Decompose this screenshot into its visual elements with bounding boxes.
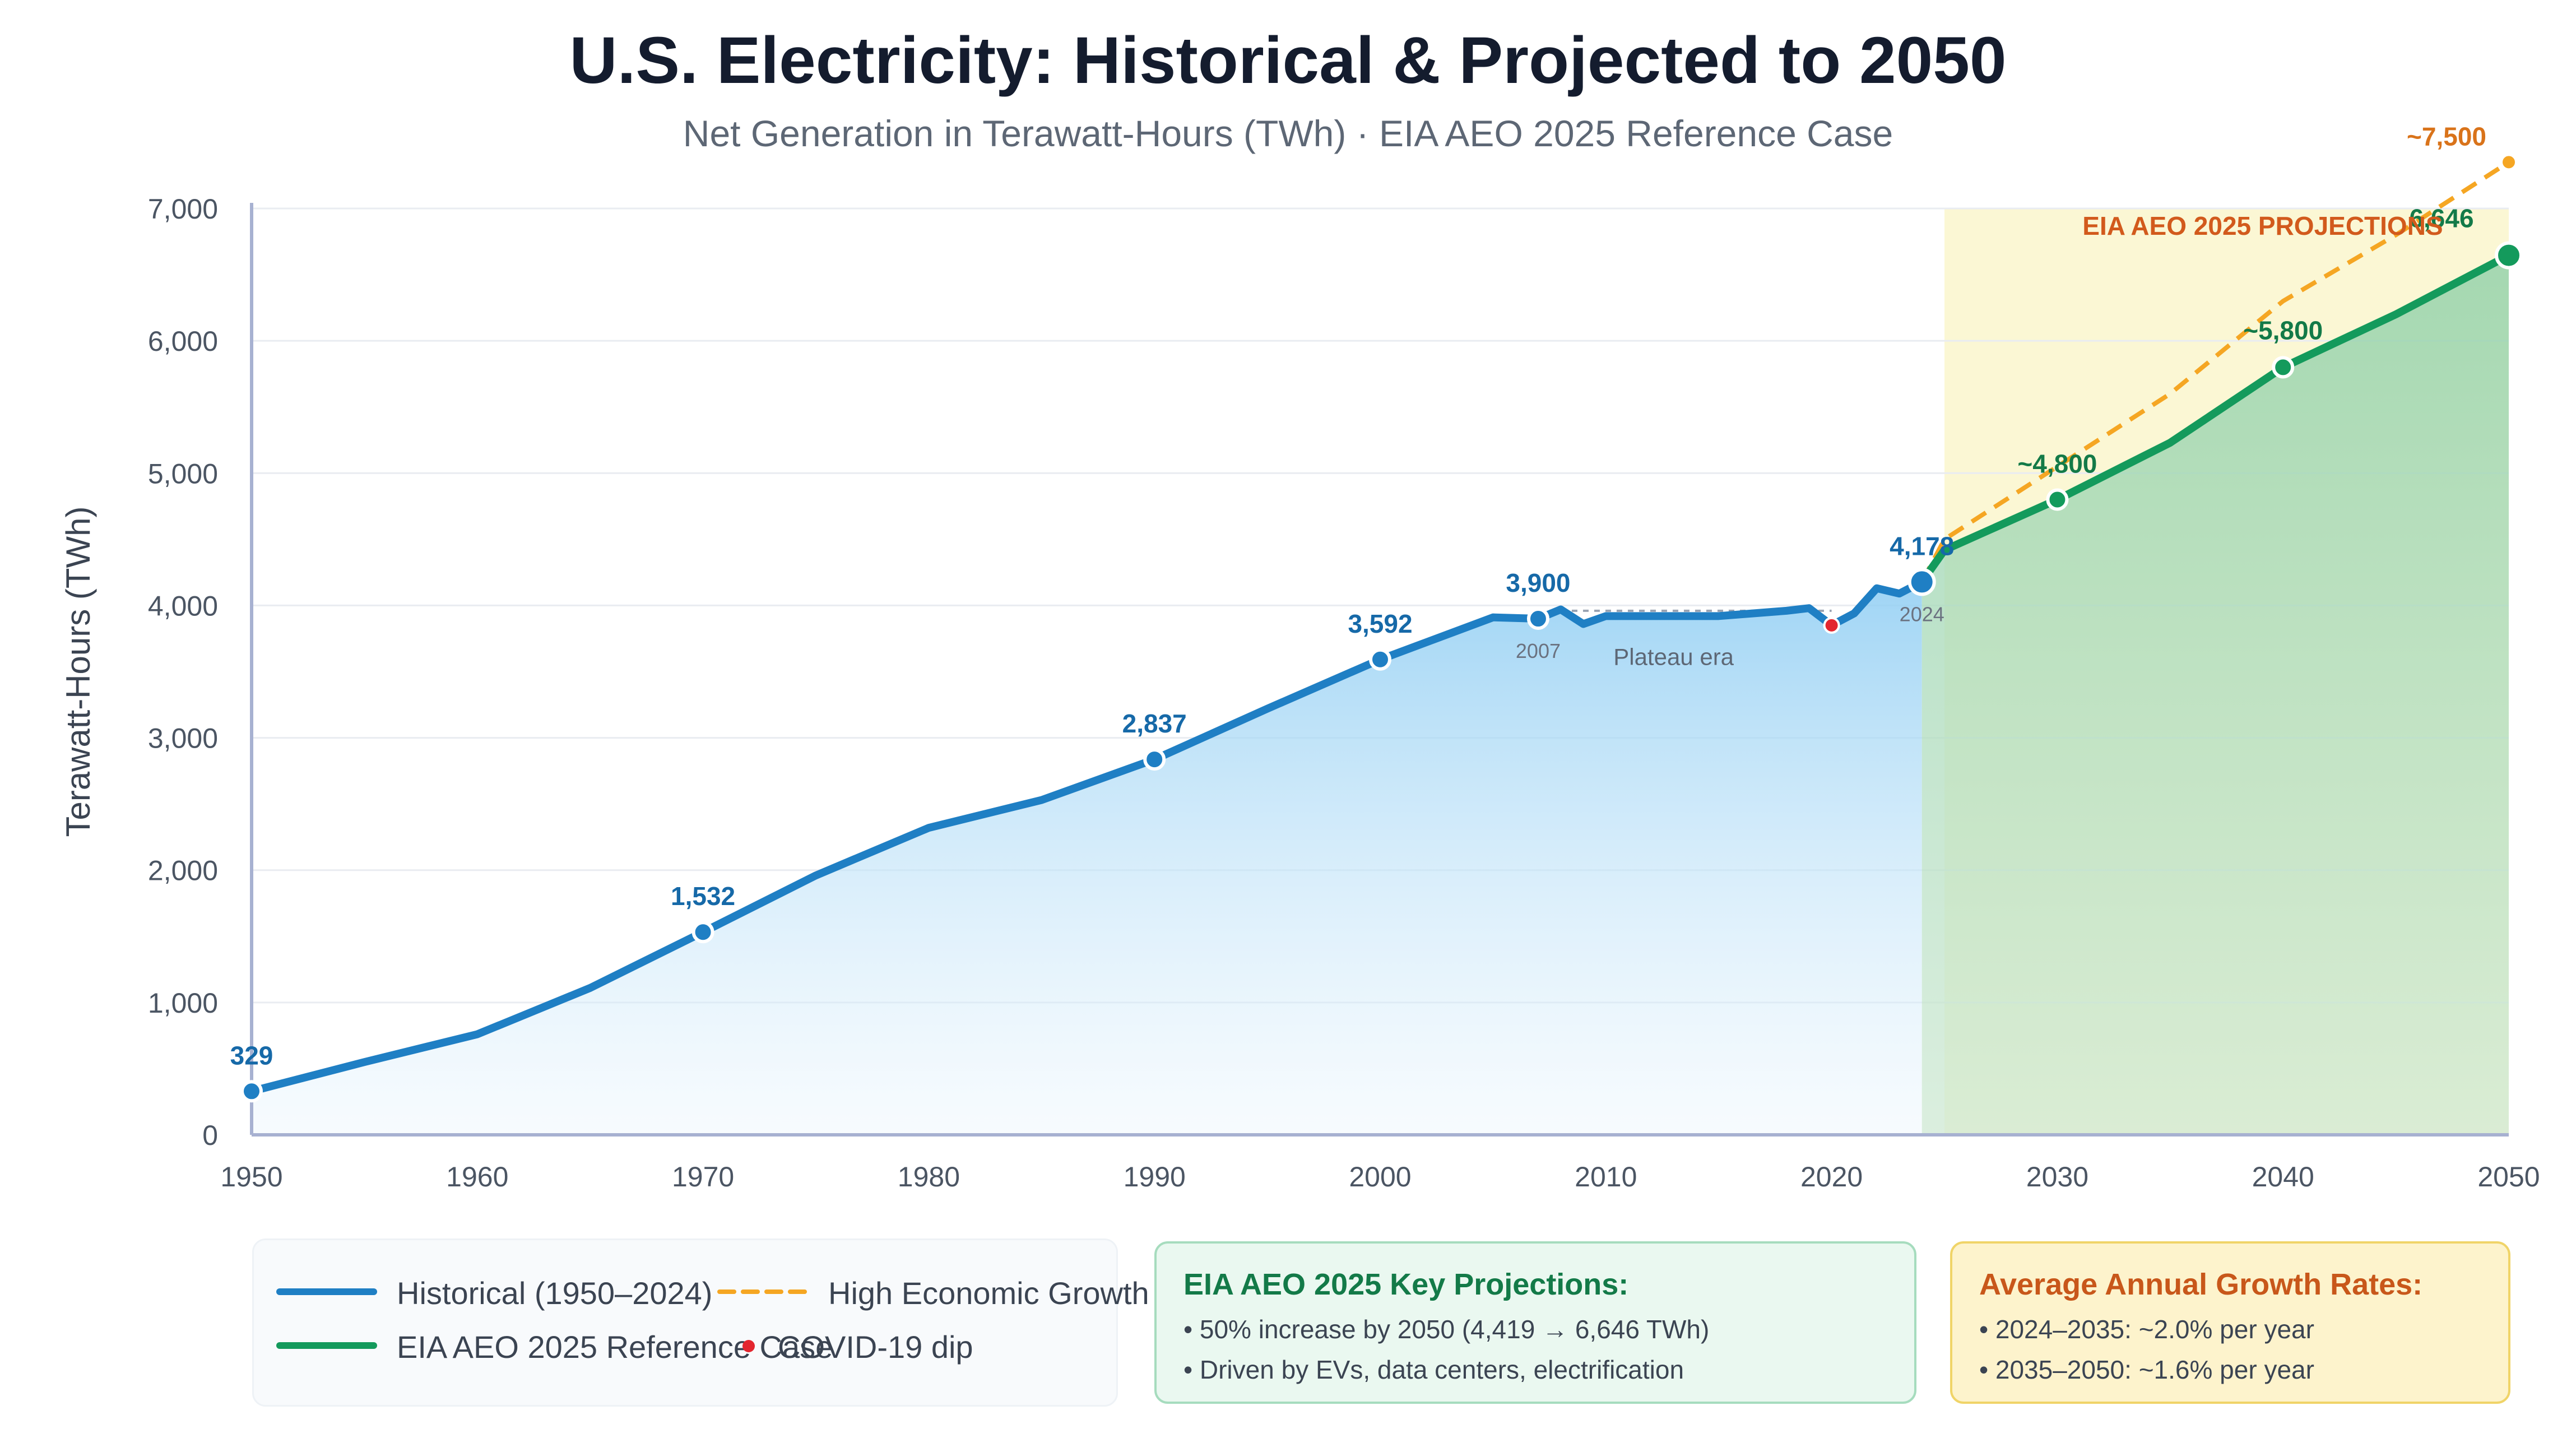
x-tick-label: 2020 <box>1800 1161 1863 1193</box>
data-sublabel-year: 2024 <box>1900 602 1944 625</box>
x-tick-label: 2050 <box>2477 1161 2540 1193</box>
growth-rates-line: • 2024–2035: ~2.0% per year <box>1979 1315 2314 1344</box>
data-label: 4,178 <box>1890 531 1954 560</box>
chart-title: U.S. Electricity: Historical & Projected… <box>569 24 2007 98</box>
legend-swatch-covid-dot <box>742 1340 755 1352</box>
growth-rates-line: • 2035–2050: ~1.6% per year <box>1979 1355 2314 1384</box>
reference-area-fill <box>1921 255 2509 1135</box>
data-label: ~7,500 <box>2407 122 2486 151</box>
data-label: 329 <box>230 1041 273 1070</box>
covid-dip-point <box>1823 616 1840 634</box>
data-point-reference <box>2272 356 2295 379</box>
y-tick-label: 4,000 <box>148 590 218 621</box>
data-point-historical <box>691 921 714 944</box>
legend-label-reference: EIA AEO 2025 Reference Case <box>397 1329 833 1365</box>
data-point-high-growth <box>2500 154 2517 171</box>
data-label: ~4,800 <box>2017 449 2097 479</box>
key-projections-box: EIA AEO 2025 Key Projections: • 50% incr… <box>1154 1241 1916 1404</box>
x-tick-label: 2010 <box>1575 1161 1637 1193</box>
y-tick-label: 6,000 <box>148 326 218 357</box>
x-tick-label: 1950 <box>220 1161 282 1193</box>
projection-region-label: EIA AEO 2025 PROJECTIONS <box>2082 211 2443 240</box>
x-tick-label: 2030 <box>2026 1161 2088 1193</box>
growth-rates-title: Average Annual Growth Rates: <box>1979 1268 2423 1301</box>
legend-label-historical: Historical (1950–2024) <box>397 1275 713 1311</box>
key-projections-title: EIA AEO 2025 Key Projections: <box>1183 1268 1629 1301</box>
y-axis-title: Terawatt-Hours (TWh) <box>59 506 97 837</box>
plateau-annotation: Plateau era <box>1613 644 1734 670</box>
legend: Historical (1950–2024) High Economic Gro… <box>252 1238 1149 1407</box>
y-tick-label: 3,000 <box>148 723 218 754</box>
key-projections-line: • 50% increase by 2050 (4,419 → 6,646 TW… <box>1183 1315 1710 1344</box>
data-label: 1,532 <box>671 882 735 911</box>
legend-swatch-reference <box>276 1342 377 1349</box>
data-point-reference <box>2046 488 2069 511</box>
data-label: 3,900 <box>1506 568 1570 597</box>
data-point-historical <box>1526 607 1549 630</box>
data-point-historical <box>1369 648 1391 671</box>
y-tick-label: 7,000 <box>148 193 218 225</box>
legend-label-high-growth: High Economic Growth <box>828 1275 1149 1311</box>
data-point-historical <box>1143 748 1166 771</box>
series-line-high-growth <box>1920 160 2510 583</box>
series-line-reference <box>1918 251 2513 586</box>
chart-subtitle: Net Generation in Terawatt-Hours (TWh) ·… <box>683 113 1893 154</box>
data-point-historical <box>240 1080 263 1103</box>
data-label: ~5,800 <box>2243 316 2323 345</box>
x-tick-label: 1990 <box>1124 1161 1186 1193</box>
data-label: 3,592 <box>1348 609 1412 638</box>
y-tick-label: 1,000 <box>148 987 218 1019</box>
growth-rates-box: Average Annual Growth Rates: • 2024–2035… <box>1950 1241 2510 1404</box>
data-sublabel-year: 2007 <box>1516 639 1561 662</box>
key-projections-line: • Driven by EVs, data centers, electrifi… <box>1183 1355 1684 1384</box>
x-tick-label: 2040 <box>2252 1161 2314 1193</box>
legend-swatch-high-growth <box>717 1289 816 1294</box>
y-tick-label: 2,000 <box>148 855 218 887</box>
y-tick-label: 5,000 <box>148 458 218 489</box>
legend-swatch-historical <box>276 1288 377 1295</box>
legend-label-covid: COVID-19 dip <box>778 1329 973 1365</box>
x-tick-label: 1980 <box>898 1161 960 1193</box>
y-tick-label: 0 <box>202 1120 218 1151</box>
data-point-reference <box>2495 241 2523 270</box>
data-label: 2,837 <box>1122 709 1187 738</box>
data-label: 6,646 <box>2409 204 2473 233</box>
chart-plot: 0 1,000 2,000 3,000 4,000 5,000 6,000 7,000 1950… <box>59 122 2540 1193</box>
x-tick-label: 1960 <box>446 1161 508 1193</box>
data-point-historical <box>1907 568 1936 596</box>
x-tick-label: 2000 <box>1349 1161 1411 1193</box>
historical-area-fill <box>252 582 1922 1135</box>
x-tick-label: 1970 <box>672 1161 734 1193</box>
